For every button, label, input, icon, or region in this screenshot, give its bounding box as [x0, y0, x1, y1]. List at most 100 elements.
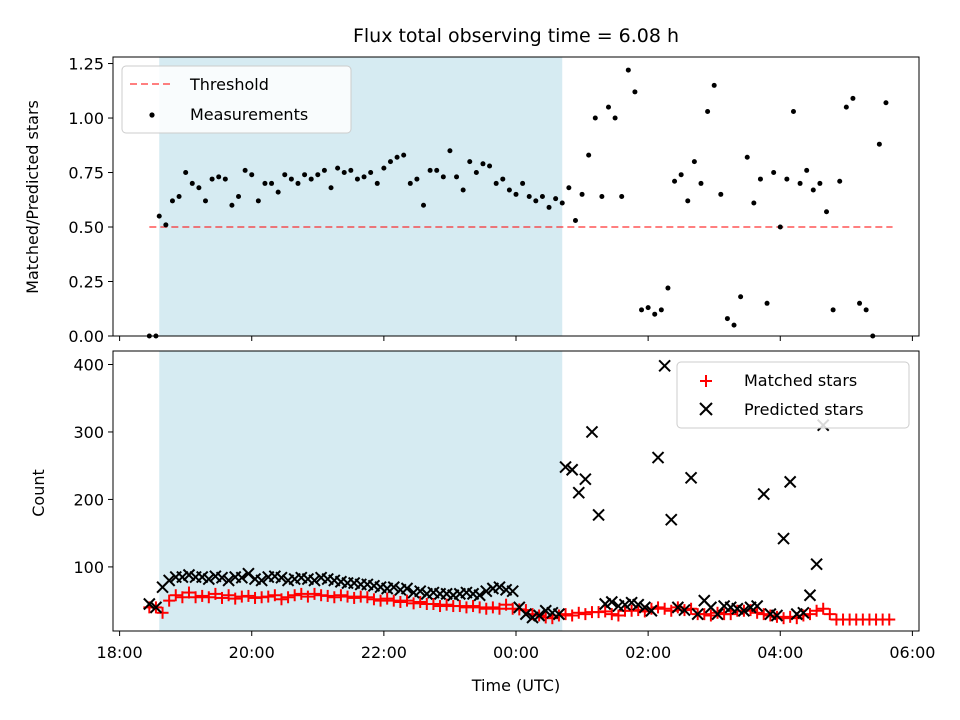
measurement-point — [705, 108, 711, 114]
matched-star-point — [453, 600, 466, 613]
measurement-point — [857, 300, 863, 306]
predicted-star-point — [565, 463, 579, 476]
top-y-tick-label: 0.00 — [68, 327, 104, 346]
matched-star-point — [381, 592, 394, 605]
measurement-point — [189, 180, 195, 186]
measurement-point — [724, 316, 730, 322]
measurement-point — [467, 159, 473, 165]
measurement-point — [810, 187, 816, 193]
measurement-point — [691, 159, 697, 165]
bottom-panel: 100 200 300 400 18:00 20:00 22:00 00:00 02:00 04:… — [29, 350, 935, 695]
measurement-point — [533, 198, 539, 204]
measurement-point — [672, 178, 678, 184]
predicted-star-point — [797, 606, 810, 619]
predicted-star-point — [275, 571, 288, 584]
measurement-point — [335, 165, 341, 171]
bottom-y-axis-label: Count — [29, 469, 48, 517]
measurement-point — [883, 100, 889, 106]
measurement-point — [255, 198, 261, 204]
bottom-y-tick-label: 100 — [73, 558, 104, 577]
measurement-point — [731, 322, 737, 328]
measurement-point — [176, 194, 182, 199]
measurement-point — [348, 167, 354, 173]
measurement-point — [632, 89, 638, 95]
matched-star-point — [295, 587, 308, 600]
measurement-point — [546, 204, 552, 210]
x-axis-label: Time (UTC) — [471, 676, 560, 695]
measurement-point — [196, 185, 202, 191]
measurement-point — [295, 180, 301, 186]
measurement-point — [771, 170, 777, 176]
top-y-tick-label: 0.75 — [68, 164, 104, 183]
measurement-point — [493, 180, 499, 186]
matched-star-point — [282, 591, 295, 604]
predicted-star-point — [162, 574, 176, 587]
measurement-point — [830, 307, 836, 313]
predicted-star-point — [235, 571, 249, 584]
measurement-point — [341, 170, 347, 176]
measurement-point — [394, 154, 400, 160]
measurement-point — [777, 224, 783, 230]
measurement-point — [454, 174, 460, 180]
x-tick-label: 04:00 — [757, 643, 803, 662]
measurement-point — [354, 176, 360, 182]
measurement-point — [401, 152, 407, 158]
x-tick-label: 22:00 — [361, 643, 407, 662]
measurement-point — [500, 176, 506, 182]
measurement-point — [315, 172, 321, 178]
matched-star-point — [216, 591, 229, 604]
measurement-point — [784, 176, 790, 182]
matched-star-point — [321, 589, 334, 602]
matched-star-point — [275, 593, 288, 606]
matched-star-point — [757, 608, 770, 621]
predicted-star-point — [552, 607, 566, 621]
predicted-star-point — [665, 513, 678, 526]
predicted-star-point — [678, 603, 691, 617]
top-y-tick-label: 1.25 — [68, 55, 104, 74]
matched-star-point — [467, 600, 480, 613]
matched-star-point — [407, 597, 420, 610]
measurement-point — [387, 159, 393, 165]
predicted-star-point — [645, 604, 658, 617]
predicted-star-point — [658, 359, 671, 373]
matched-star-point — [308, 587, 321, 600]
bottom-legend: Matched stars Predicted stars — [676, 361, 910, 429]
measurement-point — [790, 108, 796, 114]
matched-star-point — [883, 613, 896, 626]
matched-star-point — [698, 608, 711, 621]
measurement-point — [202, 198, 208, 204]
measurement-point — [163, 222, 169, 228]
measurement-point — [414, 176, 420, 182]
top-y-tick-label: 1.00 — [68, 109, 104, 128]
predicted-star-point — [532, 609, 546, 622]
measurement-point — [559, 200, 565, 206]
measurement-point — [216, 174, 222, 180]
measurement-point — [665, 285, 671, 291]
measurement-point — [487, 163, 493, 169]
matched-star-point — [572, 606, 585, 619]
predicted-star-point — [632, 598, 645, 611]
matched-star-point — [328, 591, 341, 604]
measurement-point — [473, 170, 479, 176]
measurement-point — [566, 185, 572, 191]
predicted-star-point — [783, 475, 797, 489]
predicted-star-point — [803, 589, 817, 602]
matched-star-point — [288, 589, 301, 602]
measurement-point — [506, 187, 512, 193]
measurement-point — [460, 187, 466, 193]
measurement-point — [434, 167, 440, 173]
bottom-y-tick-label: 200 — [73, 490, 104, 509]
matched-star-point — [605, 608, 618, 621]
measurement-point — [678, 172, 684, 178]
matched-star-point — [209, 587, 222, 600]
matched-star-point — [367, 593, 380, 606]
top-y-tick-label: 0.25 — [68, 273, 104, 292]
matched-star-point — [460, 601, 473, 614]
measurement-point — [302, 172, 308, 178]
measurement-point — [711, 82, 717, 88]
measurement-point — [625, 67, 631, 73]
predicted-star-point — [605, 595, 619, 609]
measurement-point — [751, 200, 757, 206]
measurement-point — [427, 167, 433, 173]
predicted-star-point — [651, 451, 665, 464]
